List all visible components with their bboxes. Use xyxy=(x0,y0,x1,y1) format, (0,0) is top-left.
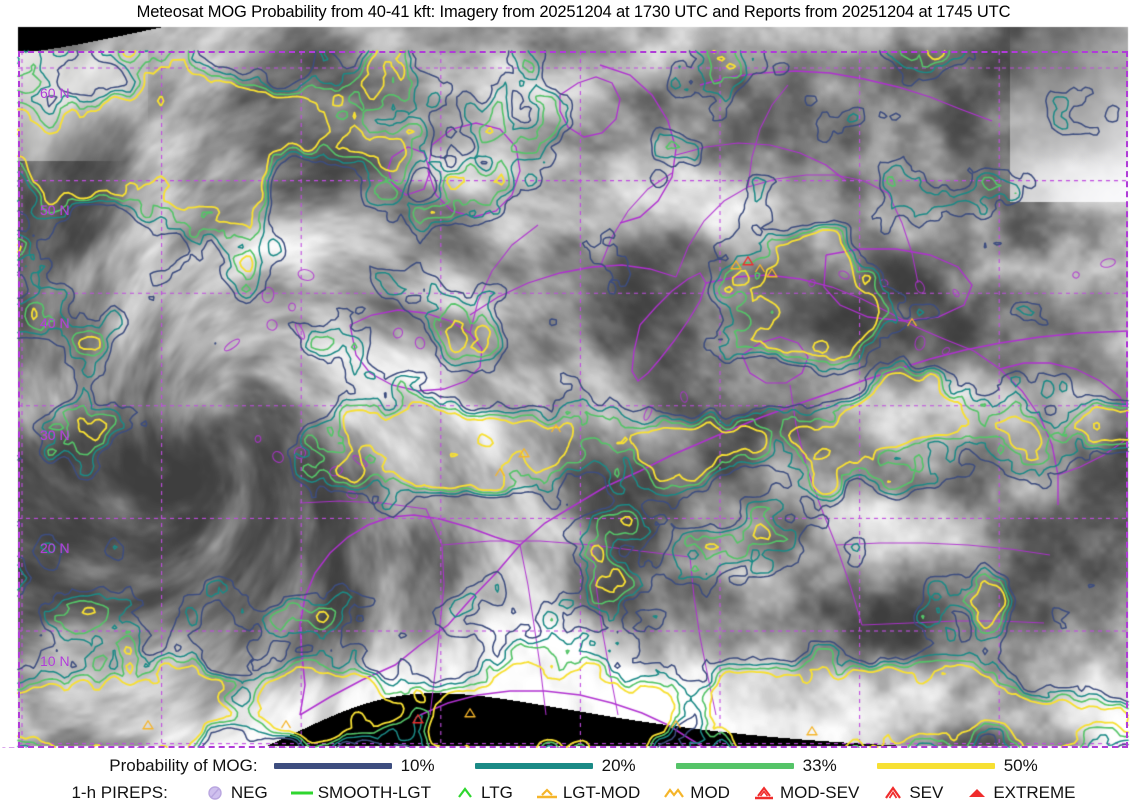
probability-legend: Probability of MOG: 10% 20% 33% 50% xyxy=(0,754,1147,778)
longitude-label: 25 W xyxy=(128,744,161,748)
pirep-legend-item: NEG xyxy=(202,783,268,803)
pirep-legend-item: SEV xyxy=(880,783,943,803)
pirep-label-text: MOD xyxy=(690,783,730,802)
longitude-label: 35 W xyxy=(0,744,33,748)
probability-legend-item: 20% xyxy=(474,756,636,776)
satellite-map[interactable]: 60 N 50 N 40 N 30 N 20 N 10 N 35 W 25 W 15 W 5 W… xyxy=(0,25,1147,748)
pirep-legend-item: LGT-MOD xyxy=(534,783,640,803)
smooth-lgt-line-icon xyxy=(289,784,315,802)
latitude-label: 30 N xyxy=(40,427,70,443)
pirep-legend-item: LTG xyxy=(452,783,513,803)
longitude-label: 15 W xyxy=(272,744,305,748)
page-title: Meteosat MOG Probability from 40-41 kft:… xyxy=(136,3,1011,21)
longitude-label: 15 E xyxy=(692,744,721,748)
probability-legend-item: 10% xyxy=(273,756,435,776)
probability-color-swatch xyxy=(876,763,995,769)
probability-color-swatch xyxy=(273,763,392,769)
pirep-legend-item: SMOOTH-LGT xyxy=(289,783,431,803)
latitude-label: 40 N xyxy=(40,315,70,331)
pirep-legend-item: MOD-SEV xyxy=(751,783,859,803)
probability-legend-item: 33% xyxy=(675,756,837,776)
probability-legend-items: 10% 20% 33% 50% xyxy=(273,756,1038,776)
longitude-label: 35 E xyxy=(977,744,1006,748)
pirep-label-text: EXTREME xyxy=(993,783,1076,802)
probability-value-label: 10% xyxy=(400,756,435,775)
pirep-label-text: LTG xyxy=(481,783,513,802)
pirep-label-text: SEV xyxy=(909,783,944,802)
mod-sev-chevron-bar-icon xyxy=(751,784,777,802)
probability-value-label: 50% xyxy=(1003,756,1038,775)
longitude-label: 5 W xyxy=(418,744,443,748)
pirep-legend-items: NEG SMOOTH-LGT LTG LGT-MOD MOD MOD-SEV SEV EXTR… xyxy=(202,783,1076,803)
probability-color-swatch xyxy=(474,763,593,769)
pirep-label-text: SMOOTH-LGT xyxy=(317,783,432,802)
longitude-label: 5 E xyxy=(555,744,576,748)
pirep-label-text: NEG xyxy=(230,783,268,802)
probability-value-label: 20% xyxy=(601,756,636,775)
latitude-label: 10 N xyxy=(40,653,70,669)
probability-legend-label: Probability of MOG: xyxy=(109,756,258,775)
pirep-legend: 1-h PIREPS: NEG SMOOTH-LGT LTG LGT-MOD MOD MO… xyxy=(0,780,1147,806)
probability-value-label: 33% xyxy=(802,756,837,775)
lgt-mod-chevron-bar-icon xyxy=(534,784,560,802)
pirep-legend-item: EXTREME xyxy=(964,783,1076,803)
probability-color-swatch xyxy=(675,763,794,769)
title-bar: Meteosat MOG Probability from 40-41 kft:… xyxy=(0,0,1147,25)
mod-chevron-icon xyxy=(661,784,687,802)
pirep-label-text: MOD-SEV xyxy=(779,783,860,802)
extreme-filled-triangle-icon xyxy=(964,784,990,802)
pirep-legend-item: MOD xyxy=(661,783,730,803)
probability-legend-item: 50% xyxy=(876,756,1038,776)
ltg-chevron-icon xyxy=(452,784,478,802)
sev-double-chevron-icon xyxy=(880,784,906,802)
satellite-imagery-canvas xyxy=(0,25,1147,748)
latitude-label: 20 N xyxy=(40,540,70,556)
latitude-label: 60 N xyxy=(40,85,70,101)
pirep-legend-label: 1-h PIREPS: xyxy=(71,783,168,802)
neg-circle-slash-icon xyxy=(202,784,228,802)
latitude-label: 50 N xyxy=(40,202,70,218)
legend-area: Probability of MOG: 10% 20% 33% 50% 1-h PIR… xyxy=(0,748,1147,808)
pirep-label-text: LGT-MOD xyxy=(562,783,641,802)
longitude-label: 25 E xyxy=(832,744,861,748)
